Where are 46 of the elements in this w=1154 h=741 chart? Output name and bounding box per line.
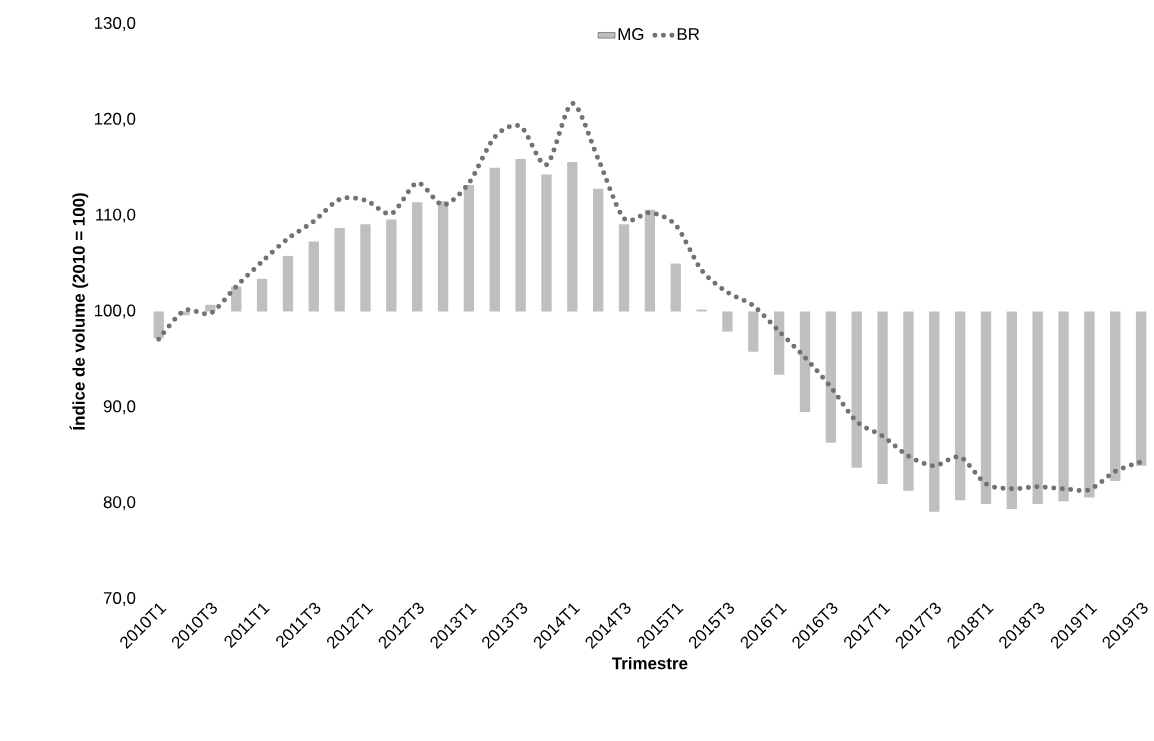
bar [1084,311,1095,498]
bar [489,167,500,312]
bar [748,311,759,352]
bar [618,224,630,312]
bar [1135,311,1147,466]
y-tick-label: 80,0 [103,496,136,511]
bar [903,311,914,491]
bar [644,210,656,312]
bar [825,311,837,443]
bar [437,201,449,312]
bar [799,311,811,413]
y-tick-label: 130,0 [94,17,136,32]
bar [1058,311,1069,502]
bar [256,279,268,312]
bar [670,263,681,312]
bar [851,311,862,468]
bar [567,162,578,312]
bar [954,311,966,501]
bar [308,241,319,312]
bar [334,228,345,312]
bar [282,256,294,312]
bar [593,188,604,312]
bar [980,311,992,505]
bar [1032,311,1043,505]
bar [360,224,371,312]
bar [1110,311,1121,482]
y-axis-title: Índice de volume (2010 = 100) [69,193,89,430]
y-tick-label: 110,0 [96,208,136,223]
bar [515,159,526,312]
legend-label: MG [618,28,644,41]
bar [153,311,164,339]
bar [877,311,888,485]
x-axis-title: Trimestre [612,657,688,670]
bar [1006,311,1017,510]
line-series [156,101,1144,493]
y-tick-label: 90,0 [103,400,136,415]
bar [929,311,940,512]
bar [412,202,423,312]
bar [386,219,397,312]
y-tick-label: 120,0 [94,112,136,127]
legend-label: BR [677,28,700,40]
bar [773,311,785,375]
y-tick-label: 100,0 [94,304,136,319]
bar [541,174,552,312]
bar [463,185,475,312]
bar [722,311,733,332]
